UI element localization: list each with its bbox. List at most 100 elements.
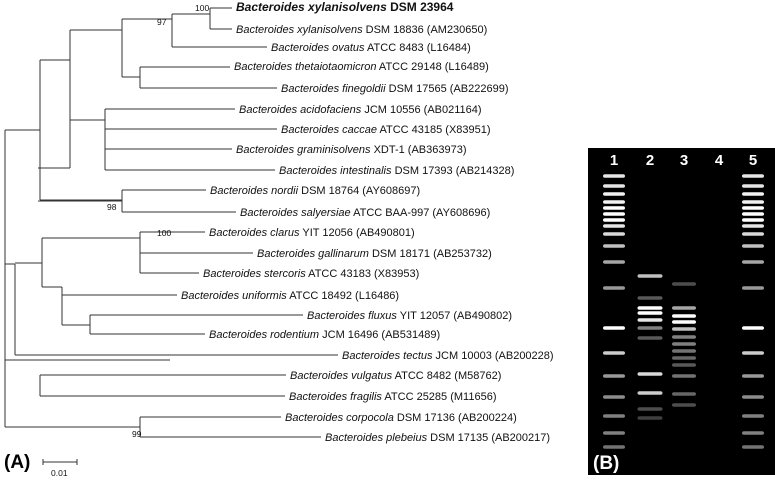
taxon-label: Bacteroides vulgatus ATCC 8482 (M58762): [290, 370, 501, 382]
taxon-strain-accession: DSM 18764 (AY608697): [298, 185, 420, 197]
ladder-band: [742, 184, 764, 188]
sample-band: [637, 274, 663, 278]
taxon-label: Bacteroides tectus JCM 10003 (AB200228): [342, 350, 554, 362]
taxon-label: Bacteroides finegoldii DSM 17565 (AB2226…: [281, 83, 509, 95]
sample-band: [637, 372, 663, 376]
ladder-band: [603, 218, 625, 222]
ladder-band: [603, 206, 625, 210]
taxon-strain-accession: JCM 10003 (AB200228): [433, 350, 554, 362]
ladder-band: [742, 206, 764, 210]
taxon-strain-accession: ATCC 29148 (L16489): [376, 61, 488, 73]
taxon-genus-species: Bacteroides xylanisolvens: [236, 24, 363, 36]
sample-band: [637, 391, 663, 395]
taxon-label: Bacteroides graminisolvens XDT-1 (AB3639…: [236, 144, 467, 156]
bootstrap-value: 99: [132, 429, 142, 439]
taxon-label: Bacteroides gallinarum DSM 18171 (AB2537…: [257, 248, 492, 260]
taxon-strain-accession: DSM 17393 (AB214328): [392, 165, 515, 177]
taxon-genus-species: Bacteroides ovatus: [271, 42, 365, 54]
sample-band: [637, 306, 663, 310]
ladder-band: [603, 326, 625, 330]
ladder-band: [742, 174, 764, 178]
ladder-band: [603, 445, 625, 449]
lane-number: 1: [610, 152, 618, 169]
ladder-band: [603, 184, 625, 188]
taxon-label: Bacteroides fragilis ATCC 25285 (M11656): [289, 391, 496, 403]
ladder-band: [742, 260, 764, 264]
taxon-label: Bacteroides clarus YIT 12056 (AB490801): [209, 227, 415, 239]
ladder-band: [603, 414, 625, 418]
taxon-strain-accession: JCM 16496 (AB531489): [319, 329, 440, 341]
taxon-strain-accession: YIT 12057 (AB490802): [397, 310, 512, 322]
taxon-label: Bacteroides intestinalis DSM 17393 (AB21…: [279, 165, 514, 177]
taxon-genus-species: Bacteroides plebeius: [325, 432, 428, 444]
lane-number: 5: [749, 152, 757, 169]
taxon-strain-accession: ATCC 43183 (X83953): [306, 268, 420, 280]
ladder-band: [603, 200, 625, 204]
taxon-genus-species: Bacteroides acidofaciens: [239, 104, 362, 116]
taxon-genus-species: Bacteroides xylanisolvens: [236, 0, 387, 14]
ladder-band: [603, 174, 625, 178]
ladder-band: [742, 395, 764, 399]
sample-band: [637, 311, 663, 315]
sample-band: [672, 363, 696, 367]
taxon-strain-accession: ATCC 8483 (L16484): [365, 42, 471, 54]
ladder-band: [603, 232, 625, 236]
sample-band: [637, 318, 663, 322]
sample-band: [637, 336, 663, 340]
taxon-strain-accession: ATCC 43185 (X83951): [377, 124, 491, 136]
ladder-band: [742, 414, 764, 418]
taxon-label: Bacteroides plebeius DSM 17135 (AB200217…: [325, 432, 550, 444]
ladder-band: [603, 395, 625, 399]
taxon-label: Bacteroides corpocola DSM 17136 (AB20022…: [285, 412, 517, 424]
sample-band: [672, 356, 696, 360]
taxon-genus-species: Bacteroides salyersiae: [240, 207, 351, 219]
taxon-strain-accession: XDT-1 (AB363973): [371, 144, 467, 156]
gel-background: [588, 148, 775, 475]
taxon-label: Bacteroides xylanisolvens DSM 18836 (AM2…: [236, 24, 487, 36]
sample-band: [672, 282, 696, 286]
lane-number: 4: [715, 152, 724, 169]
taxon-genus-species: Bacteroides stercoris: [203, 268, 306, 280]
gel-electrophoresis-image: 1 2 3 4 5 (B): [588, 148, 775, 475]
panel-label-a: (A): [4, 452, 31, 473]
ladder-band: [742, 224, 764, 228]
panel-label-b: (B): [593, 453, 620, 474]
taxon-strain-accession: JCM 10556 (AB021164): [361, 104, 481, 116]
bootstrap-value: 100: [195, 3, 209, 13]
taxon-strain-accession: ATCC BAA-997 (AY608696): [351, 207, 491, 219]
sample-band: [672, 392, 696, 396]
sample-band: [672, 306, 696, 310]
taxon-genus-species: Bacteroides caccae: [281, 124, 377, 136]
ladder-band: [742, 200, 764, 204]
ladder-band: [742, 232, 764, 236]
ladder-band: [742, 351, 764, 355]
taxon-genus-species: Bacteroides corpocola: [285, 412, 394, 424]
ladder-band: [742, 218, 764, 222]
sample-band: [672, 403, 696, 407]
taxon-label: Bacteroides ovatus ATCC 8483 (L16484): [271, 42, 471, 54]
ladder-band: [603, 374, 625, 378]
ladder-band: [603, 224, 625, 228]
taxon-genus-species: Bacteroides tectus: [342, 350, 433, 362]
sample-band: [672, 374, 696, 378]
ladder-band: [742, 192, 764, 196]
sample-band: [637, 296, 663, 300]
taxon-label: Bacteroides xylanisolvens DSM 23964: [236, 0, 454, 14]
lane-number: 2: [646, 152, 654, 169]
taxon-genus-species: Bacteroides clarus: [209, 227, 300, 239]
taxon-label: Bacteroides fluxus YIT 12057 (AB490802): [307, 310, 512, 322]
sample-band: [637, 326, 663, 330]
sample-band: [637, 416, 663, 420]
sample-band: [672, 349, 696, 353]
taxon-strain-accession: DSM 17135 (AB200217): [427, 432, 550, 444]
taxon-label: Bacteroides acidofaciens JCM 10556 (AB02…: [239, 104, 482, 116]
ladder-band: [603, 244, 625, 248]
ladder-band: [603, 212, 625, 216]
ladder-band: [742, 244, 764, 248]
taxon-strain-accession: DSM 17565 (AB222699): [386, 83, 509, 95]
taxon-label: Bacteroides stercoris ATCC 43183 (X83953…: [203, 268, 419, 280]
taxon-label: Bacteroides salyersiae ATCC BAA-997 (AY6…: [240, 207, 490, 219]
sample-band: [672, 327, 696, 331]
taxon-strain-accession: YIT 12056 (AB490801): [300, 227, 415, 239]
ladder-band: [742, 445, 764, 449]
